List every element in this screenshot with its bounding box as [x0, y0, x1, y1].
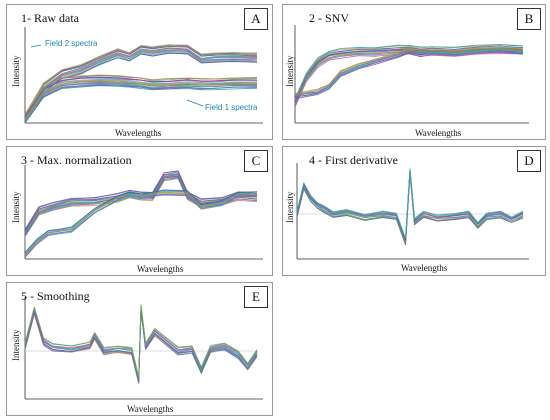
chart-d-spectrum-line [296, 172, 524, 244]
chart-b-spectrum-line [294, 53, 524, 108]
chart-a-spectrum-line [24, 47, 258, 119]
chart-b-spectrum-line [294, 45, 524, 101]
chart-b-spectrum-line [294, 47, 524, 94]
chart-a-spectrum-line [24, 44, 258, 115]
chart-d-panel-label: D [517, 150, 541, 172]
chart-b-xlabel: Wavelengths [415, 128, 462, 138]
chart-c-panel-label: C [244, 150, 268, 172]
chart-a-annotation-field1: Field 1 spectra [205, 103, 258, 112]
chart-c-spectrum-line [24, 193, 258, 257]
chart-d-title: 4 - First derivative [309, 153, 398, 167]
chart-e-svg [24, 297, 263, 400]
chart-a-spectrum-line [24, 85, 258, 124]
chart-a-spectrum-line [24, 79, 258, 120]
chart-e-title: 5 - Smoothing [21, 289, 90, 303]
chart-c-xlabel: Wavelengths [137, 264, 184, 274]
chart-c-ylabel: Intensity [11, 191, 21, 224]
chart-a-spectrum-line [24, 49, 258, 121]
panel-b: 2 - SNV B Intensity Wavelengths [282, 4, 546, 140]
chart-d-spectrum-line [296, 173, 524, 246]
chart-b-title: 2 - SNV [309, 11, 350, 25]
chart-d-spectrum-line [296, 170, 524, 242]
chart-b-spectrum-line [294, 48, 524, 104]
chart-c-spectrum-line [24, 189, 258, 253]
chart-d-svg [296, 163, 529, 260]
chart-d-xlabel: Wavelengths [401, 263, 448, 273]
chart-d-spectrum-line [296, 171, 524, 244]
chart-e-xlabel: Wavelengths [127, 404, 174, 414]
chart-c-spectrum-line [24, 170, 258, 230]
chart-c-spectrum-line [24, 190, 258, 255]
chart-a-spectrum-line [24, 79, 258, 118]
chart-a-spectrum-line [24, 51, 258, 123]
chart-b-ylabel: Intensity [285, 55, 295, 88]
panel-d: 4 - First derivative D Intensity Wavelen… [282, 146, 546, 276]
chart-a-panel-label: A [244, 8, 268, 30]
chart-e-spectrum-line [24, 304, 258, 378]
chart-e-panel-label: E [244, 286, 268, 308]
chart-e-ylabel: Intensity [11, 329, 21, 362]
panel-e: 5 - Smoothing E Intensity Wavelengths [6, 282, 273, 416]
chart-b-spectrum-line [294, 51, 524, 100]
panel-a: 1- Raw data A Intensity Wavelengths Fiel… [6, 4, 273, 140]
chart-c-spectrum-line [24, 194, 257, 258]
chart-a-spectrum-line [24, 82, 258, 123]
chart-b-spectrum-line [294, 48, 524, 96]
chart-c-svg [24, 165, 263, 260]
chart-a-xlabel: Wavelengths [115, 128, 162, 138]
chart-a-field1-arrow [186, 99, 204, 107]
chart-d-spectrum-line [296, 173, 524, 245]
chart-a-spectrum-line [24, 84, 258, 124]
chart-a-svg [24, 27, 263, 124]
chart-a-spectrum-line [24, 80, 258, 121]
panel-c: 3 - Max. normalization C Intensity Wavel… [6, 146, 273, 276]
chart-b-spectrum-line [294, 44, 524, 99]
chart-b-spectrum-line [294, 48, 524, 95]
chart-a-ylabel: Intensity [11, 55, 21, 88]
chart-a-spectrum-line [24, 74, 258, 115]
chart-a-field2-arrow [30, 44, 42, 48]
chart-d-spectrum-line [296, 171, 524, 243]
chart-d-spectrum-line [296, 168, 524, 239]
chart-a-spectrum-line [24, 77, 258, 117]
chart-c-title: 3 - Max. normalization [21, 153, 132, 167]
chart-a-title: 1- Raw data [21, 11, 79, 25]
chart-b-spectrum-line [294, 50, 524, 98]
chart-a-spectrum-line [24, 44, 258, 116]
chart-b-spectrum-line [294, 44, 524, 100]
chart-a-annotation-field2: Field 2 spectra [45, 39, 98, 48]
chart-d-ylabel: Intensity [285, 191, 295, 224]
chart-c-spectrum-line [24, 194, 258, 258]
chart-b-panel-label: B [517, 8, 541, 30]
chart-b-svg [294, 25, 529, 124]
chart-b-spectrum-line [294, 48, 524, 103]
